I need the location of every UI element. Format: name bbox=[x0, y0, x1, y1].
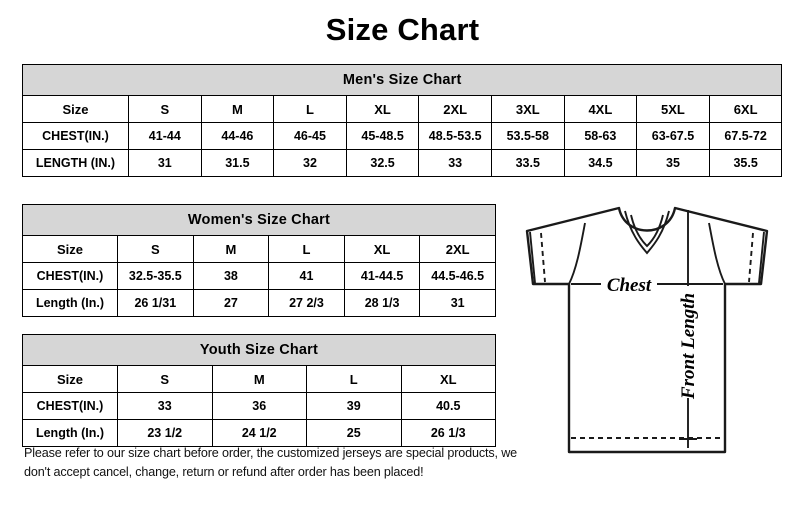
row-label-chest: CHEST(IN.) bbox=[22, 262, 118, 290]
table-row: CHEST(IN.) 41-44 44-46 46-45 45-48.5 48.… bbox=[22, 122, 783, 150]
mens-size-chart-table: Men's Size Chart Size S M L XL 2XL 3XL 4… bbox=[21, 64, 783, 177]
cell-length-xl: 32.5 bbox=[345, 149, 420, 177]
youth-chart-title: Youth Size Chart bbox=[22, 334, 496, 366]
cell-chest-6xl: 67.5-72 bbox=[708, 122, 783, 150]
table-title-row: Youth Size Chart bbox=[22, 334, 496, 366]
row-label-length: Length (In.) bbox=[22, 419, 118, 447]
cell-chest-3xl: 53.5-58 bbox=[490, 122, 565, 150]
cell-chest-xl: 40.5 bbox=[400, 392, 496, 420]
cell-chest-s: 33 bbox=[117, 392, 213, 420]
column-header-xl: XL bbox=[345, 95, 420, 123]
cell-length-s: 31 bbox=[128, 149, 202, 177]
cell-length-2xl: 31 bbox=[419, 289, 496, 317]
column-header-s: S bbox=[117, 365, 213, 393]
cell-chest-m: 36 bbox=[211, 392, 307, 420]
column-header-m: M bbox=[211, 365, 307, 393]
column-header-2xl: 2XL bbox=[419, 235, 496, 263]
table-row: LENGTH (IN.) 31 31.5 32 32.5 33 33.5 34.… bbox=[22, 149, 783, 177]
table-title-row: Women's Size Chart bbox=[22, 204, 496, 236]
column-header-3xl: 3XL bbox=[490, 95, 565, 123]
front-length-measure-label: Front Length bbox=[678, 293, 699, 400]
cell-length-l: 32 bbox=[273, 149, 347, 177]
column-header-xl: XL bbox=[400, 365, 496, 393]
cell-length-m: 24 1/2 bbox=[211, 419, 307, 447]
youth-size-chart-table: Youth Size Chart Size S M L XL CHEST(IN.… bbox=[22, 334, 496, 447]
cell-chest-m: 38 bbox=[192, 262, 270, 290]
column-header-5xl: 5XL bbox=[636, 95, 710, 123]
column-header-s: S bbox=[128, 95, 202, 123]
table-row: CHEST(IN.) 32.5-35.5 38 41 41-44.5 44.5-… bbox=[22, 262, 496, 290]
cell-length-s: 26 1/31 bbox=[117, 289, 194, 317]
column-header-6xl: 6XL bbox=[708, 95, 783, 123]
column-header-m: M bbox=[200, 95, 275, 123]
table-header-row: Size S M L XL 2XL bbox=[22, 235, 496, 263]
cell-length-4xl: 34.5 bbox=[563, 149, 638, 177]
cell-chest-s: 32.5-35.5 bbox=[117, 262, 194, 290]
chest-measure-label: Chest bbox=[607, 275, 652, 296]
table-row: CHEST(IN.) 33 36 39 40.5 bbox=[22, 392, 496, 420]
cell-chest-2xl: 44.5-46.5 bbox=[419, 262, 496, 290]
column-header-l: L bbox=[273, 95, 347, 123]
womens-size-chart-table: Women's Size Chart Size S M L XL 2XL CHE… bbox=[22, 204, 496, 317]
table-header-row: Size S M L XL bbox=[22, 365, 496, 393]
column-header-size: Size bbox=[22, 365, 118, 393]
cell-length-l: 27 2/3 bbox=[268, 289, 345, 317]
cell-chest-4xl: 58-63 bbox=[563, 122, 638, 150]
column-header-size: Size bbox=[22, 235, 118, 263]
cell-chest-xl: 45-48.5 bbox=[345, 122, 420, 150]
column-header-2xl: 2XL bbox=[418, 95, 492, 123]
column-header-4xl: 4XL bbox=[563, 95, 638, 123]
cell-length-6xl: 35.5 bbox=[708, 149, 783, 177]
mens-chart-title: Men's Size Chart bbox=[21, 64, 783, 96]
cell-chest-m: 44-46 bbox=[200, 122, 275, 150]
cell-length-s: 23 1/2 bbox=[117, 419, 213, 447]
cell-chest-l: 46-45 bbox=[273, 122, 347, 150]
table-row: Length (In.) 23 1/2 24 1/2 25 26 1/3 bbox=[22, 419, 496, 447]
row-label-chest: CHEST(IN.) bbox=[22, 122, 129, 150]
cell-chest-5xl: 63-67.5 bbox=[636, 122, 710, 150]
column-header-size: Size bbox=[22, 95, 129, 123]
cell-length-m: 31.5 bbox=[200, 149, 275, 177]
row-label-length: LENGTH (IN.) bbox=[22, 149, 129, 177]
cell-chest-xl: 41-44.5 bbox=[343, 262, 421, 290]
cell-length-5xl: 35 bbox=[636, 149, 710, 177]
cell-length-m: 27 bbox=[192, 289, 270, 317]
disclaimer-note: Please refer to our size chart before or… bbox=[24, 446, 517, 479]
cell-chest-s: 41-44 bbox=[128, 122, 202, 150]
row-label-length: Length (In.) bbox=[22, 289, 118, 317]
table-row: Length (In.) 26 1/31 27 27 2/3 28 1/3 31 bbox=[22, 289, 496, 317]
column-header-s: S bbox=[117, 235, 194, 263]
cell-length-xl: 28 1/3 bbox=[343, 289, 421, 317]
tshirt-measurement-diagram: Chest Front Length bbox=[497, 196, 805, 486]
column-header-l: L bbox=[268, 235, 345, 263]
row-label-chest: CHEST(IN.) bbox=[22, 392, 118, 420]
table-title-row: Men's Size Chart bbox=[21, 64, 783, 96]
table-header-row: Size S M L XL 2XL 3XL 4XL 5XL 6XL bbox=[22, 95, 783, 123]
cell-length-3xl: 33.5 bbox=[490, 149, 565, 177]
womens-chart-title: Women's Size Chart bbox=[22, 204, 496, 236]
cell-chest-2xl: 48.5-53.5 bbox=[418, 122, 492, 150]
page-title: Size Chart bbox=[325, 12, 480, 47]
cell-length-xl: 26 1/3 bbox=[400, 419, 496, 447]
column-header-xl: XL bbox=[343, 235, 421, 263]
cell-chest-l: 39 bbox=[306, 392, 402, 420]
cell-length-l: 25 bbox=[306, 419, 402, 447]
column-header-m: M bbox=[192, 235, 270, 263]
column-header-l: L bbox=[306, 365, 402, 393]
cell-chest-l: 41 bbox=[268, 262, 345, 290]
cell-length-2xl: 33 bbox=[418, 149, 492, 177]
